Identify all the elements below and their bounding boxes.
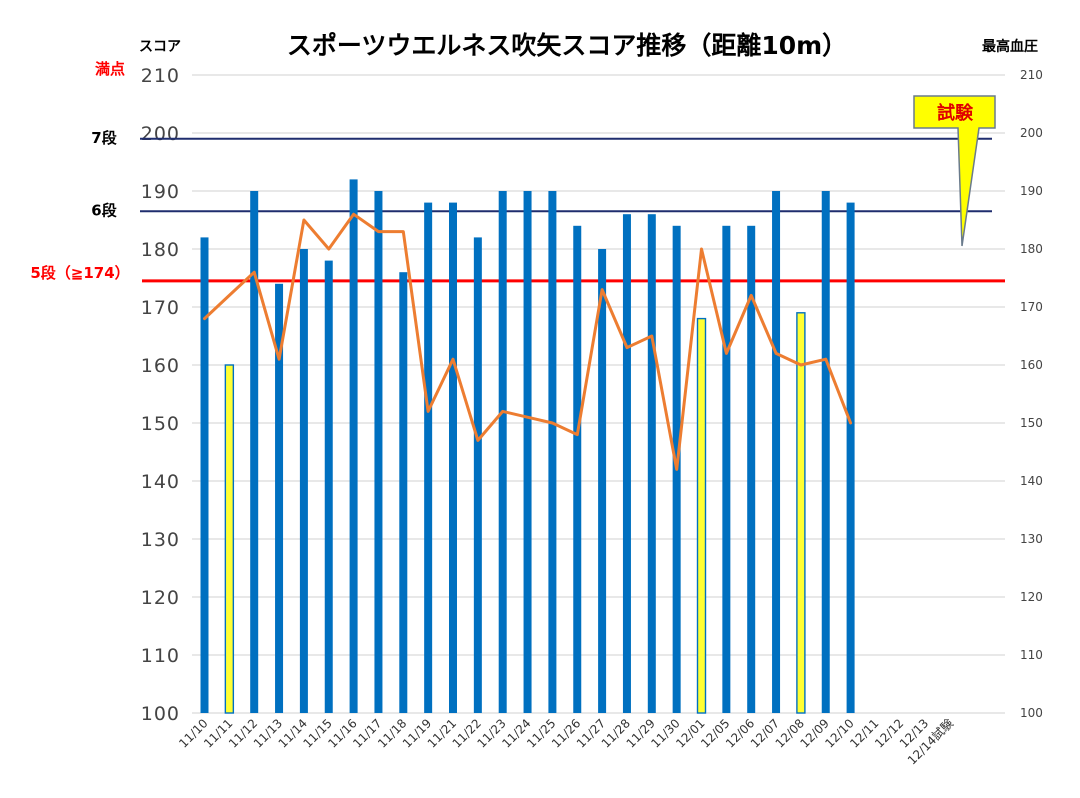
score-bar <box>722 225 731 714</box>
score-bar-highlight <box>796 312 806 714</box>
y2-tick-label: 120 <box>1020 590 1043 604</box>
x-axis-ticks: 11/1011/1111/1211/1311/1411/1511/1611/17… <box>176 716 956 768</box>
y-tick-label: 160 <box>141 355 180 377</box>
reference-line-label: 6段 <box>91 201 116 219</box>
callout-text: 試験 <box>937 102 974 124</box>
y-tick-label: 130 <box>141 529 180 551</box>
score-bar <box>647 214 656 713</box>
y2-tick-label: 150 <box>1020 416 1043 430</box>
y-tick-label: 120 <box>141 587 180 609</box>
score-bar <box>399 272 408 713</box>
score-bar <box>374 191 383 713</box>
right-axis-ticks: 100 110 120 130 140 150 160 170 180 190 200 210 <box>1020 68 1043 720</box>
score-bar <box>747 225 756 714</box>
reference-line-label: 満点 <box>95 60 125 78</box>
blood-pressure-series-line <box>203 212 853 471</box>
y-tick-label: 100 <box>141 703 180 725</box>
reference-line-label: 5段（≧174） <box>30 264 129 282</box>
y2-tick-label: 210 <box>1020 68 1043 82</box>
y2-tick-label: 200 <box>1020 126 1043 140</box>
score-bar <box>772 191 781 713</box>
score-bar <box>548 191 557 713</box>
y2-tick-label: 130 <box>1020 532 1043 546</box>
y-tick-label: 200 <box>141 123 180 145</box>
left-axis-ticks: 100 110 120 130 140 150 160 170 180 190 200 210 <box>141 65 180 725</box>
y2-tick-label: 170 <box>1020 300 1043 314</box>
callout-shape <box>913 95 996 247</box>
y2-tick-label: 100 <box>1020 706 1043 720</box>
blood-pressure-line <box>203 212 853 471</box>
score-bar <box>846 202 855 713</box>
score-bar <box>573 225 582 714</box>
left-axis-title: スコア <box>139 39 181 55</box>
y-tick-label: 150 <box>141 413 180 435</box>
score-bar <box>275 283 284 713</box>
y-tick-label: 210 <box>141 65 180 87</box>
score-bar <box>498 191 507 713</box>
score-bar <box>473 237 482 713</box>
score-bar-highlight <box>696 317 707 714</box>
score-bar <box>424 202 433 713</box>
right-axis-title: 最高血圧 <box>982 38 1038 55</box>
exam-callout: 試験 <box>913 95 996 247</box>
score-bar <box>324 260 333 713</box>
score-bar-highlight <box>224 364 235 714</box>
y-tick-label: 110 <box>141 645 180 667</box>
score-bars <box>200 179 855 714</box>
y2-tick-label: 140 <box>1020 474 1043 488</box>
y2-tick-label: 110 <box>1020 648 1043 662</box>
y-tick-label: 170 <box>141 297 180 319</box>
score-bar <box>349 179 358 713</box>
score-bar <box>523 191 532 713</box>
score-bar <box>821 191 830 713</box>
score-bar <box>200 237 209 713</box>
y-tick-label: 190 <box>141 181 180 203</box>
y2-tick-label: 180 <box>1020 242 1043 256</box>
score-bar <box>598 249 607 713</box>
score-bar <box>622 214 631 713</box>
y-tick-label: 180 <box>141 239 180 261</box>
y2-tick-label: 190 <box>1020 184 1043 198</box>
score-bar <box>299 249 308 713</box>
reference-line-label: 7段 <box>91 129 116 147</box>
score-bar <box>250 191 259 713</box>
chart-title: スポーツウエルネス吹矢スコア推移（距離10m） <box>287 31 847 60</box>
y-tick-label: 140 <box>141 471 180 493</box>
y2-tick-label: 160 <box>1020 358 1043 372</box>
score-bar <box>449 202 457 713</box>
